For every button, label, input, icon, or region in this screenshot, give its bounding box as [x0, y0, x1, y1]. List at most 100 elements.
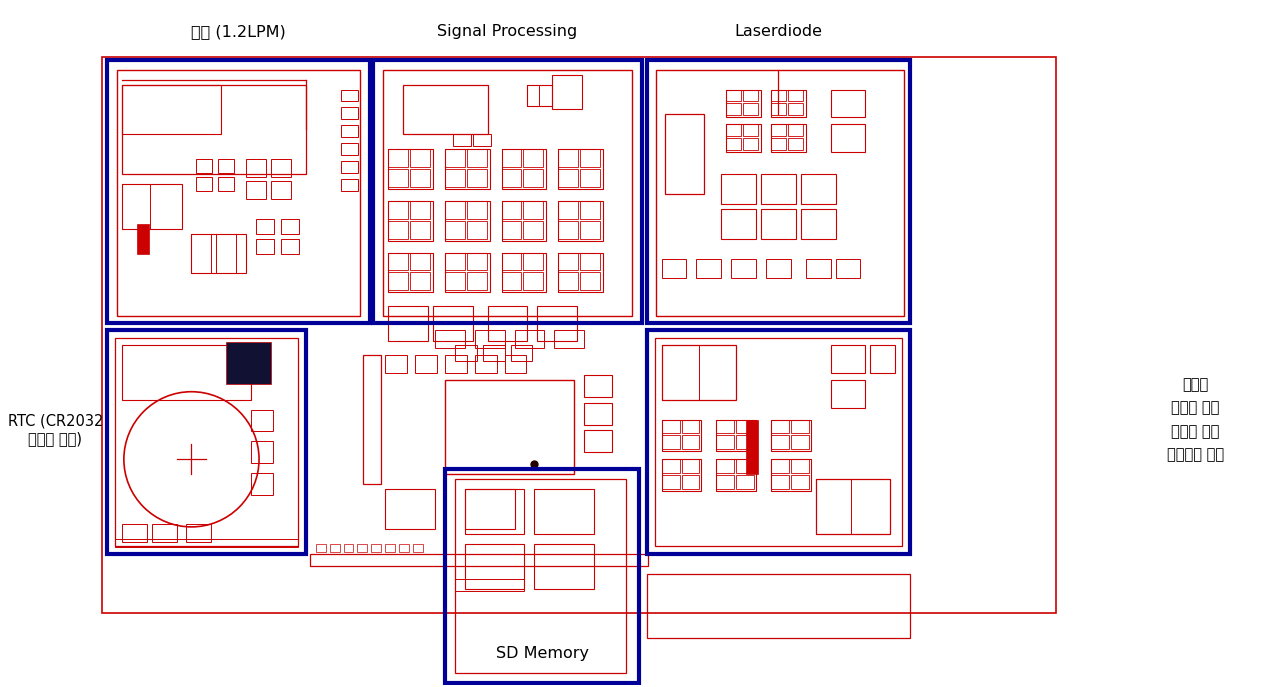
Bar: [655, 338, 902, 545]
Bar: [466, 169, 487, 187]
Bar: [552, 75, 582, 109]
Bar: [411, 273, 430, 291]
Bar: [791, 475, 808, 489]
Bar: [122, 184, 181, 229]
Bar: [106, 60, 370, 323]
Bar: [246, 159, 266, 177]
Bar: [661, 436, 679, 449]
Bar: [584, 403, 612, 425]
Bar: [315, 544, 326, 552]
Bar: [466, 253, 487, 271]
Bar: [416, 355, 437, 373]
Bar: [870, 345, 896, 373]
Bar: [502, 273, 522, 291]
Bar: [445, 221, 465, 238]
Bar: [341, 125, 359, 137]
Bar: [343, 544, 353, 552]
Bar: [411, 253, 430, 271]
Bar: [445, 253, 465, 271]
Bar: [502, 221, 522, 238]
Bar: [554, 330, 584, 348]
Bar: [697, 258, 721, 278]
Bar: [661, 475, 679, 489]
Bar: [106, 330, 305, 554]
Bar: [716, 436, 734, 449]
Bar: [445, 169, 465, 187]
Bar: [716, 460, 734, 473]
Bar: [341, 179, 359, 191]
Bar: [559, 273, 578, 291]
Bar: [341, 143, 359, 155]
Bar: [137, 224, 148, 254]
Bar: [196, 159, 213, 173]
Bar: [388, 149, 433, 189]
Bar: [388, 201, 433, 240]
Bar: [831, 124, 865, 152]
Bar: [816, 480, 891, 534]
Bar: [227, 342, 271, 384]
Bar: [661, 345, 736, 400]
Bar: [483, 345, 504, 361]
Text: 모터 (1.2LPM): 모터 (1.2LPM): [191, 24, 285, 39]
Bar: [682, 420, 699, 433]
Bar: [736, 475, 754, 489]
Bar: [435, 330, 465, 348]
Bar: [716, 475, 734, 489]
Bar: [726, 104, 741, 115]
Bar: [661, 420, 679, 433]
Bar: [388, 149, 408, 167]
Bar: [388, 253, 408, 271]
Bar: [502, 149, 522, 167]
Bar: [341, 107, 359, 120]
Bar: [523, 221, 544, 238]
Bar: [455, 480, 626, 673]
Bar: [411, 201, 430, 218]
Bar: [466, 273, 487, 291]
Bar: [433, 306, 473, 341]
Bar: [535, 489, 594, 534]
Bar: [726, 124, 761, 152]
Bar: [388, 253, 433, 292]
Bar: [788, 104, 803, 115]
Bar: [385, 355, 407, 373]
Bar: [466, 221, 487, 238]
Bar: [445, 149, 489, 189]
Bar: [122, 85, 222, 134]
Bar: [413, 544, 423, 552]
Bar: [831, 380, 865, 407]
Bar: [761, 174, 796, 204]
Bar: [559, 169, 578, 187]
Bar: [403, 85, 488, 134]
Bar: [772, 89, 786, 102]
Bar: [251, 442, 272, 463]
Bar: [475, 330, 504, 348]
Bar: [772, 124, 806, 152]
Bar: [772, 420, 789, 433]
Text: SD Memory: SD Memory: [495, 646, 589, 661]
Bar: [767, 258, 791, 278]
Bar: [271, 181, 291, 199]
Bar: [655, 69, 905, 316]
Bar: [726, 124, 741, 136]
Bar: [716, 420, 734, 433]
Bar: [411, 149, 430, 167]
Bar: [256, 238, 274, 254]
Bar: [523, 149, 544, 167]
Bar: [661, 345, 699, 400]
Bar: [246, 181, 266, 199]
Bar: [744, 124, 758, 136]
Bar: [559, 201, 603, 240]
Bar: [465, 544, 525, 589]
Bar: [445, 273, 465, 291]
Bar: [502, 253, 522, 271]
Bar: [559, 201, 578, 218]
Bar: [502, 253, 546, 292]
Bar: [388, 273, 408, 291]
Bar: [122, 85, 305, 174]
Bar: [388, 169, 408, 187]
Bar: [580, 201, 601, 218]
Bar: [772, 475, 789, 489]
Bar: [465, 489, 514, 529]
Bar: [772, 89, 806, 117]
Bar: [791, 420, 808, 433]
